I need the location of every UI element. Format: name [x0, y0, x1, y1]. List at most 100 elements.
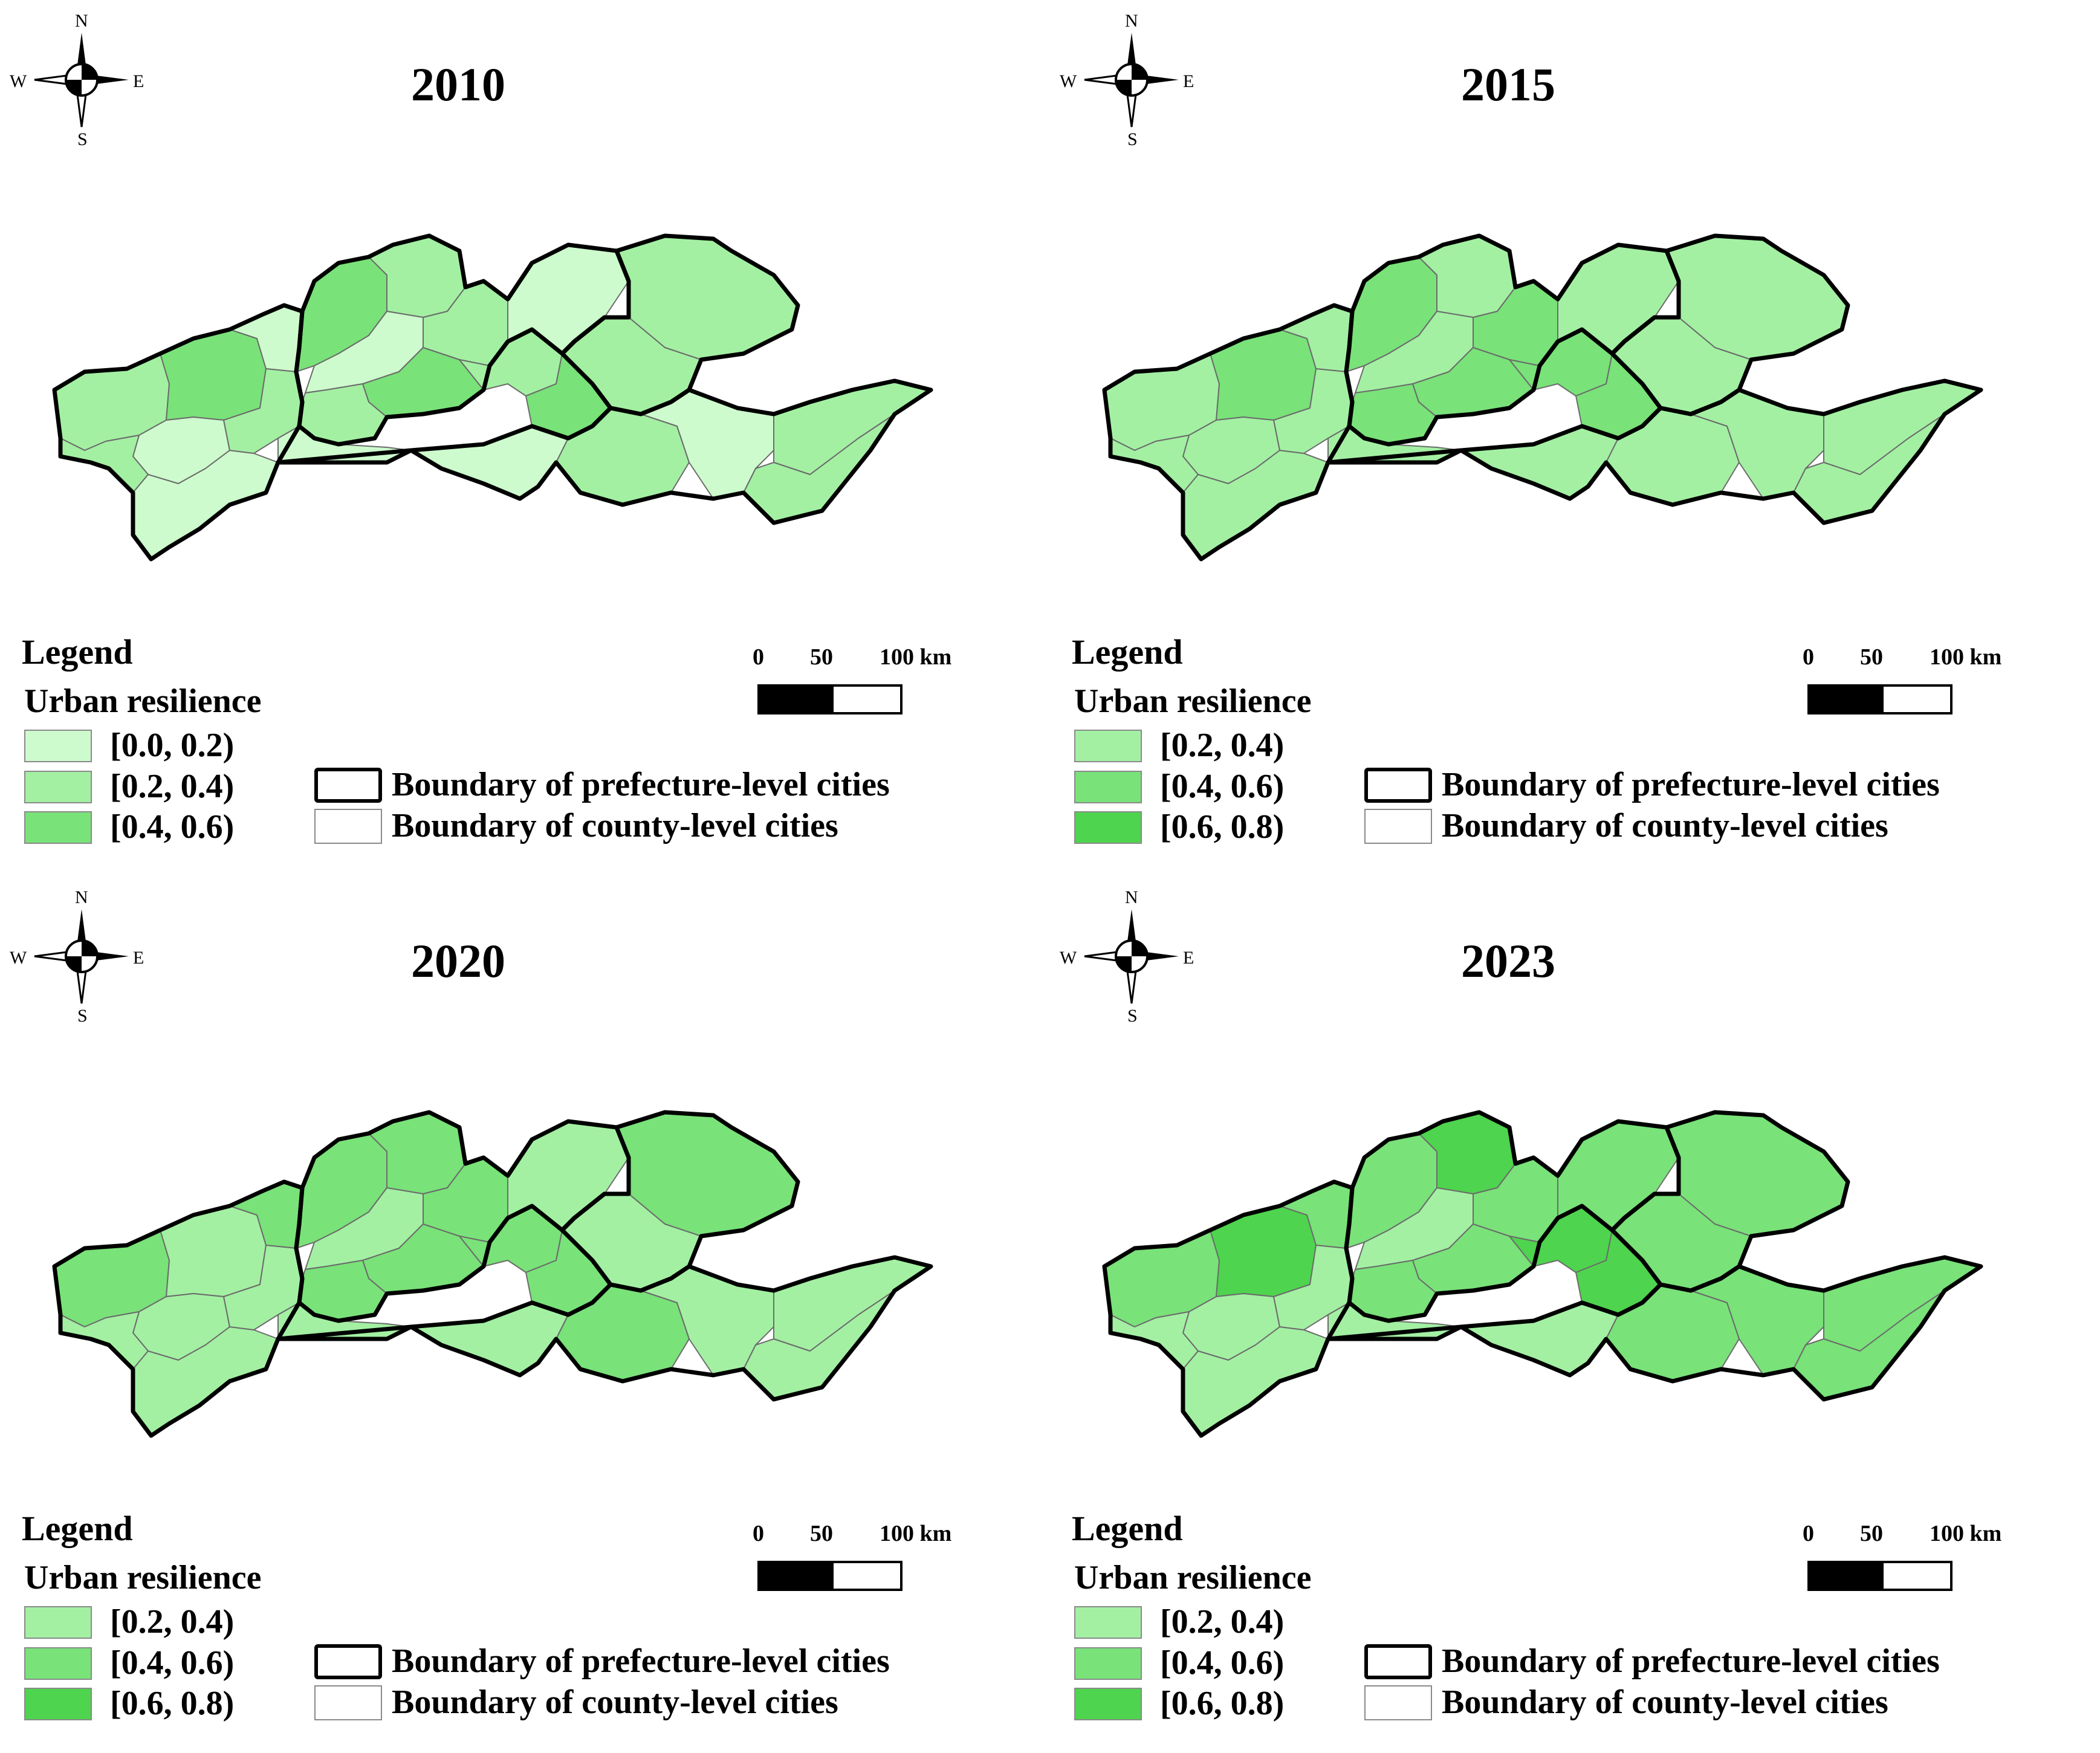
prefecture-boundary-label: Boundary of prefecture-level cities — [392, 1642, 890, 1680]
scale-tick-100-km: 100 km — [880, 644, 952, 670]
scale-tick-50: 50 — [1860, 644, 1883, 670]
legend-class-label: [0.6, 0.8) — [1160, 1685, 1285, 1722]
legend-class-label: [0.4, 0.6) — [110, 808, 235, 846]
compass-west-label: W — [10, 71, 27, 91]
county-region — [160, 329, 267, 421]
legend-class-label: [0.2, 0.4) — [110, 1603, 235, 1641]
panel-year-title: 2010 — [411, 58, 505, 111]
scale-bar: 0 50 100 km — [753, 1520, 951, 1599]
legend-class-swatch — [24, 730, 92, 762]
map-panel-2023: N S W E 2023 Legend Urban resilience [0.… — [1050, 876, 2100, 1753]
legend-subtitle: Urban resilience — [1074, 1559, 1312, 1596]
scale-tick-50: 50 — [810, 644, 833, 670]
county-boundary-swatch — [314, 809, 382, 844]
county-region — [1210, 329, 1317, 421]
scale-tick-50: 50 — [810, 1521, 833, 1546]
scale-tick-100-km: 100 km — [1930, 1521, 2002, 1546]
compass-rose-icon — [1084, 909, 1179, 1004]
legend-class-label: [0.0, 0.2) — [110, 727, 235, 764]
compass-west-label: W — [1060, 948, 1077, 968]
compass-rose-icon — [34, 909, 129, 1004]
prefecture-boundary-line — [1326, 1255, 1983, 1402]
legend-class-swatch — [24, 811, 92, 844]
prefecture-boundary-line — [276, 1255, 933, 1402]
county-boundary-swatch — [314, 1685, 382, 1720]
legend-class-swatch — [1074, 811, 1142, 844]
legend-class-label: [0.2, 0.4) — [1160, 727, 1285, 764]
legend-class-swatch — [1074, 771, 1142, 803]
compass-west-label: W — [10, 948, 27, 968]
county-region — [160, 1205, 267, 1297]
compass-east-label: E — [133, 71, 144, 91]
prefecture-boundary-swatch — [314, 1644, 382, 1679]
compass-rose-icon — [1084, 33, 1179, 128]
map-panel-2015: N S W E 2015 Legend Urban resilience [0.… — [1050, 0, 2100, 876]
north-arrow-compass: N S W E — [6, 887, 157, 1026]
legend-subtitle: Urban resilience — [24, 1559, 262, 1596]
compass-east-label: E — [1183, 71, 1194, 91]
legend-subtitle: Urban resilience — [1074, 682, 1312, 720]
scale-bar: 0 50 100 km — [753, 644, 951, 722]
prefecture-boundary-swatch — [314, 768, 382, 803]
county-boundary-label: Boundary of county-level cities — [392, 807, 838, 844]
legend-class-label: [0.4, 0.6) — [1160, 1644, 1285, 1682]
scale-tick-0: 0 — [1803, 1521, 1814, 1546]
panel-year-title: 2020 — [411, 935, 505, 987]
region-choropleth-map — [52, 1110, 933, 1438]
prefecture-boundary-line — [1102, 1179, 1355, 1438]
north-arrow-compass: N S W E — [1056, 887, 1207, 1026]
scale-bar-graphic — [1807, 684, 1953, 714]
prefecture-boundary-label: Boundary of prefecture-level cities — [392, 766, 890, 803]
legend-class-label: [0.4, 0.6) — [110, 1644, 235, 1682]
compass-rose-icon — [34, 33, 129, 128]
legend-title: Legend — [1072, 632, 1183, 672]
prefecture-boundary-swatch — [1364, 768, 1432, 803]
legend-class-swatch — [1074, 1688, 1142, 1720]
legend-title: Legend — [1072, 1509, 1183, 1548]
legend-class-swatch — [24, 1606, 92, 1639]
compass-east-label: E — [1183, 948, 1194, 968]
legend-class-swatch — [1074, 1647, 1142, 1680]
county-boundary-label: Boundary of county-level cities — [1442, 1683, 1888, 1721]
compass-south-label: S — [77, 129, 88, 149]
county-boundary-label: Boundary of county-level cities — [1442, 807, 1888, 844]
prefecture-boundary-line — [1326, 378, 1983, 525]
compass-south-label: S — [1127, 1006, 1138, 1026]
legend-class-swatch — [1074, 730, 1142, 762]
legend-class-label: [0.6, 0.8) — [110, 1685, 235, 1722]
legend-class-label: [0.2, 0.4) — [1160, 1603, 1285, 1641]
north-arrow-compass: N S W E — [1056, 11, 1207, 150]
prefecture-boundary-line — [52, 1179, 305, 1438]
scale-tick-0: 0 — [753, 644, 764, 670]
scale-bar: 0 50 100 km — [1803, 1520, 2001, 1599]
compass-north-label: N — [1125, 11, 1138, 31]
scale-tick-50: 50 — [1860, 1521, 1883, 1546]
region-choropleth-map — [1102, 1110, 1983, 1438]
map-panel-2010: N S W E 2010 Legend Urban resilience [0.… — [0, 0, 1050, 876]
scale-bar-graphic — [757, 1561, 903, 1591]
map-panel-2020: N S W E 2020 Legend Urban resilience [0.… — [0, 876, 1050, 1753]
legend-class-label: [0.6, 0.8) — [1160, 808, 1285, 846]
legend-class-swatch — [24, 771, 92, 803]
compass-north-label: N — [1125, 887, 1138, 907]
region-choropleth-map — [1102, 233, 1983, 562]
compass-west-label: W — [1060, 71, 1077, 91]
north-arrow-compass: N S W E — [6, 11, 157, 150]
compass-south-label: S — [77, 1006, 88, 1026]
panel-year-title: 2023 — [1461, 935, 1555, 987]
compass-south-label: S — [1127, 129, 1138, 149]
legend-class-swatch — [24, 1647, 92, 1680]
scale-bar-graphic — [757, 684, 903, 714]
panel-year-title: 2015 — [1461, 58, 1555, 111]
prefecture-boundary-line — [1102, 303, 1355, 562]
region-choropleth-map — [52, 233, 933, 562]
prefecture-boundary-swatch — [1364, 1644, 1432, 1679]
compass-east-label: E — [133, 948, 144, 968]
prefecture-boundary-line — [52, 303, 305, 562]
legend-class-swatch — [24, 1688, 92, 1720]
prefecture-boundary-label: Boundary of prefecture-level cities — [1442, 1642, 1940, 1680]
county-boundary-swatch — [1364, 809, 1432, 844]
scale-bar: 0 50 100 km — [1803, 644, 2001, 722]
scale-tick-0: 0 — [1803, 644, 1814, 670]
legend-title: Legend — [22, 1509, 133, 1548]
